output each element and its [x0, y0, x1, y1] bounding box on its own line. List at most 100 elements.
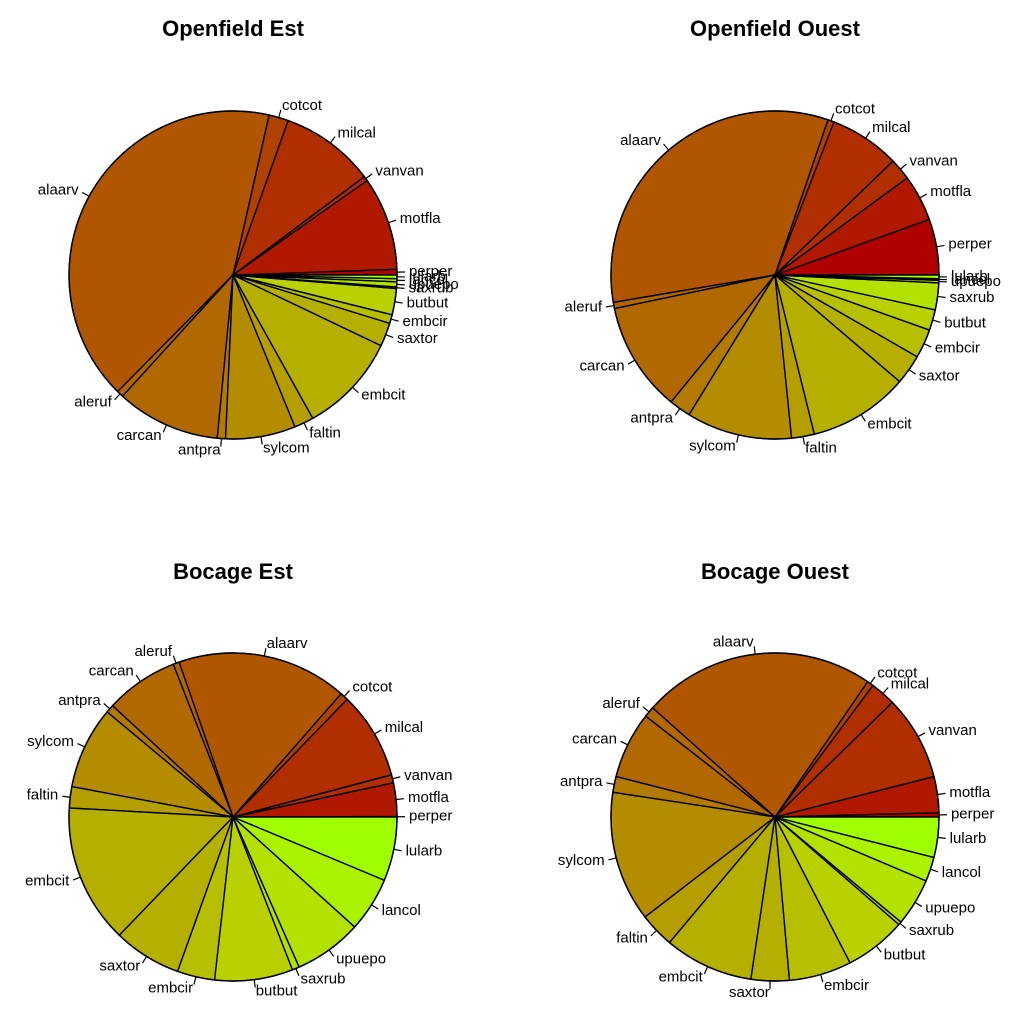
label-tick — [860, 414, 866, 422]
pie-outline — [610, 110, 940, 440]
slice-label-motfla: motfla — [949, 784, 991, 801]
pie-panel: Openfield Ouest perper motfla vanvanmilcalc… — [565, 16, 1001, 457]
label-tick — [919, 193, 928, 199]
slice-label-cotcot: cotcot — [835, 101, 876, 118]
label-tick — [674, 408, 681, 416]
label-tick — [882, 687, 889, 694]
label-tick — [936, 244, 945, 248]
slice-label-milcal: milcal — [891, 675, 929, 692]
label-tick — [642, 706, 650, 713]
label-tick — [114, 393, 121, 401]
slice-label-faltin: faltin — [309, 425, 341, 442]
label-tick — [352, 386, 359, 394]
chart-title: Openfield Ouest — [690, 16, 861, 41]
slice-label-motfla: motfla — [400, 210, 442, 227]
label-tick — [932, 319, 941, 323]
slice-label-embcit: embcit — [867, 416, 912, 433]
slice-label-antpra: antpra — [58, 692, 101, 709]
label-tick — [394, 301, 403, 304]
label-tick — [914, 901, 923, 908]
slice-label-motfla: motfla — [408, 789, 450, 806]
label-tick — [81, 191, 90, 197]
label-tick — [220, 438, 222, 447]
label-tick — [606, 782, 615, 785]
label-tick — [193, 976, 197, 985]
slice-label-embcir: embcir — [403, 313, 448, 330]
label-tick — [392, 776, 401, 780]
slice-label-sylcom: sylcom — [558, 852, 605, 869]
label-tick — [328, 949, 335, 957]
slice-label-perper: perper — [409, 808, 452, 825]
pie-panel: Bocage Est perper motfla vanvan milcal cotcot… — [25, 559, 452, 1000]
slice-label-saxrub: saxrub — [949, 289, 994, 306]
slice-label-milcal: milcal — [337, 124, 375, 141]
pie-outline — [610, 652, 940, 982]
slice-label-perper: perper — [948, 236, 991, 253]
slice-label-antpra: antpra — [630, 409, 673, 426]
label-tick — [295, 968, 300, 977]
label-tick — [385, 334, 394, 339]
label-tick — [141, 956, 148, 964]
slice-label-butbut: butbut — [884, 946, 927, 963]
slice-label-sylcom: sylcom — [689, 438, 736, 455]
slice-label-saxtor: saxtor — [397, 330, 438, 347]
chart-title: Bocage Ouest — [701, 559, 850, 584]
label-tick — [172, 655, 177, 664]
slice-label-saxrub: saxrub — [408, 280, 453, 297]
label-tick — [650, 930, 658, 937]
slice-label-milcal: milcal — [872, 119, 910, 136]
label-tick — [869, 676, 876, 684]
slice-label-saxrub: saxrub — [300, 971, 345, 988]
slice-label-vanvan: vanvan — [928, 722, 976, 739]
slice-label-cotcot: cotcot — [352, 679, 393, 696]
label-tick — [371, 904, 379, 910]
slice-label-aleruf: aleruf — [134, 643, 172, 660]
label-tick — [830, 113, 835, 122]
label-tick — [820, 974, 824, 983]
slice-label-sylcom: sylcom — [27, 733, 74, 750]
slice-label-vanvan: vanvan — [375, 163, 423, 180]
label-tick — [365, 173, 373, 180]
slice-label-embcit: embcit — [25, 872, 70, 889]
slice-label-alaarv: alaarv — [713, 633, 754, 650]
slice-label-lularb: lularb — [950, 830, 987, 847]
label-tick — [899, 922, 907, 929]
slice-label-embcit: embcit — [361, 386, 406, 403]
slice-label-carcan: carcan — [572, 730, 617, 747]
slice-label-embcir: embcir — [148, 979, 193, 996]
pie-outline — [68, 110, 398, 440]
label-tick — [937, 836, 946, 839]
label-tick — [263, 648, 267, 657]
slice-label-upuepo: upuepo — [951, 273, 1001, 290]
label-tick — [62, 795, 71, 798]
label-tick — [663, 143, 670, 151]
slice-label-milcal: milcal — [385, 719, 423, 736]
label-tick — [937, 295, 946, 299]
chart-title: Bocage Est — [173, 559, 293, 584]
label-tick — [917, 732, 926, 738]
slice-label-antpra: antpra — [560, 773, 603, 790]
slice-label-vanvan: vanvan — [910, 152, 958, 169]
slice-label-lularb: lularb — [951, 268, 988, 285]
slice-label-motfla: motfla — [930, 183, 972, 200]
slice-label-perper: perper — [951, 806, 994, 823]
slice-label-upuepo: upuepo — [925, 900, 975, 917]
label-tick — [899, 163, 907, 170]
slice-label-alaarv: alaarv — [38, 181, 79, 198]
slice-label-lancol: lancol — [951, 271, 990, 288]
slice-label-faltin: faltin — [616, 930, 648, 947]
label-tick — [72, 876, 81, 881]
label-tick — [396, 287, 405, 289]
slice-label-antpra: antpra — [178, 442, 221, 459]
slice-label-faltin: faltin — [27, 787, 59, 804]
label-tick — [103, 703, 111, 710]
slice-label-embcit: embcit — [659, 968, 704, 985]
label-tick — [77, 743, 85, 748]
pie-panel: Openfield Est perper motfla vanvan milcal cot… — [38, 16, 459, 459]
label-tick — [802, 436, 806, 445]
slice-label-saxtor: saxtor — [729, 984, 770, 1001]
slice-label-lancol: lancol — [382, 902, 421, 919]
slice-label-aleruf: aleruf — [602, 695, 640, 712]
label-tick — [135, 674, 142, 682]
